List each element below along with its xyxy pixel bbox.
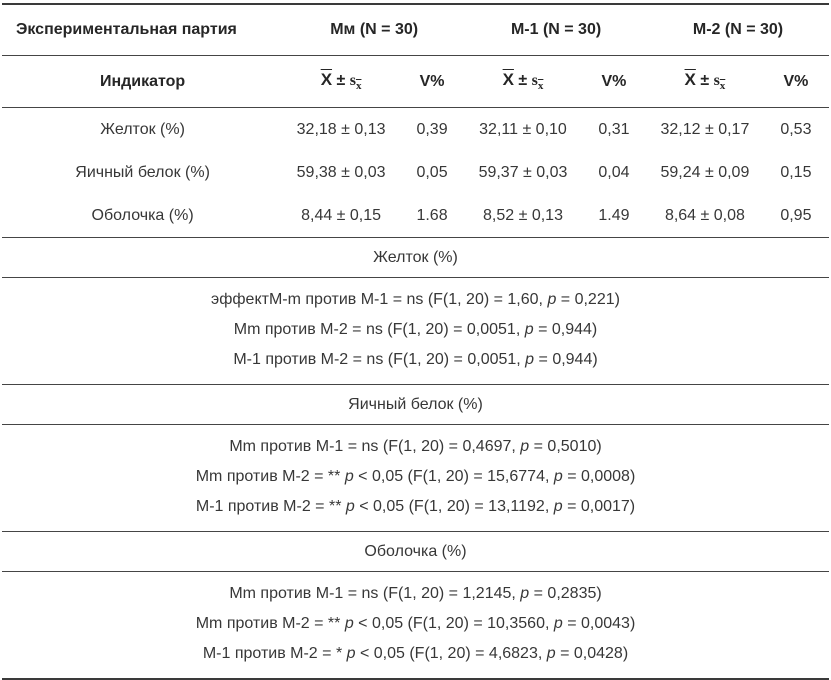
- indicator-header: Индикатор: [2, 55, 284, 108]
- group-header-mm: Мм (N = 30): [283, 4, 466, 56]
- mean-sd-header-m1: X ± sx: [465, 55, 581, 108]
- row-label: Желток (%): [100, 120, 185, 138]
- cell-mean-m2: 59,24 ± 0,09: [660, 163, 750, 181]
- xbar-symbol: X: [502, 70, 514, 90]
- section-body-egg-white: Mm против М-1 = ns (F(1, 20) = 0,4697, p…: [2, 424, 829, 532]
- plus-minus-symbol: ±: [336, 72, 346, 90]
- cell-v-m2: 0,15: [780, 163, 812, 181]
- xbar-subscript: x: [719, 80, 726, 93]
- s-symbol: s: [349, 72, 356, 90]
- group-header-row: Экспериментальная партия Мм (N = 30) М-1…: [2, 4, 829, 56]
- group-header-m2: М-2 (N = 30): [647, 4, 829, 56]
- cell-mean-mm: 8,44 ± 0,15: [283, 194, 399, 238]
- v-percent-header-mm: V%: [398, 55, 466, 108]
- cell-v-m1: 1.49: [580, 194, 648, 238]
- stat-comparison-line: Mm против М-2 = ** p < 0,05 (F(1, 20) = …: [195, 615, 636, 632]
- v-percent-header-m2: V%: [762, 55, 829, 108]
- section-body-shell: Mm против М-1 = ns (F(1, 20) = 1,2145, p…: [2, 572, 829, 680]
- section-title-egg-white: Яичный белок (%): [2, 384, 829, 425]
- cell-mean-mm: 32,18 ± 0,13: [296, 120, 386, 138]
- cell-mean-m1: 32,11 ± 0,10: [479, 120, 567, 138]
- stat-comparison-line: Mm против М-2 = ** p < 0,05 (F(1, 20) = …: [195, 468, 636, 485]
- table-row-egg-white: Яичный белок (%) 59,38 ± 0,03 0,05 59,37…: [2, 151, 829, 194]
- section-body-yolk: эффектМ-m против М-1 = ns (F(1, 20) = 1,…: [2, 277, 829, 385]
- section-title-text: Яичный белок (%): [2, 384, 829, 425]
- egg-composition-stats-table: Экспериментальная партия Мм (N = 30) М-1…: [2, 3, 829, 680]
- stat-comparison-line: Mm против М-1 = ns (F(1, 20) = 1,2145, p…: [229, 585, 602, 602]
- plus-minus-symbol: ±: [518, 72, 528, 90]
- stat-comparison-line: М-1 против М-2 = ** p < 0,05 (F(1, 20) =…: [195, 498, 636, 515]
- row-label: Оболочка (%): [2, 194, 284, 238]
- cell-v-mm: 0,05: [416, 163, 448, 181]
- section-title-yolk: Желток (%): [2, 237, 829, 278]
- experimental-batch-header: Экспериментальная партия: [2, 4, 284, 56]
- sub-header-row: Индикатор X ± sx V% X ± sx V% X ± sx V%: [2, 55, 829, 108]
- plus-minus-symbol: ±: [700, 72, 710, 90]
- s-symbol: s: [531, 72, 538, 90]
- stat-comparison-line: М-1 против М-2 = * p < 0,05 (F(1, 20) = …: [202, 645, 629, 662]
- mean-sd-header-m2: X ± sx: [647, 55, 763, 108]
- section-title-text: Желток (%): [2, 237, 829, 278]
- section-title-shell: Оболочка (%): [2, 531, 829, 572]
- cell-mean-m1: 8,52 ± 0,13: [465, 194, 581, 238]
- s-symbol: s: [713, 72, 720, 90]
- cell-v-m1: 0,04: [598, 163, 630, 181]
- xbar-symbol: X: [320, 70, 333, 90]
- table-row-yolk: Желток (%) 32,18 ± 0,13 0,39 32,11 ± 0,1…: [2, 108, 829, 152]
- xbar-subscript: x: [355, 80, 362, 93]
- table-row-shell: Оболочка (%) 8,44 ± 0,15 1.68 8,52 ± 0,1…: [2, 194, 829, 238]
- v-percent-header-m1: V%: [580, 55, 648, 108]
- cell-v-m2: 0,53: [780, 120, 812, 138]
- cell-v-mm: 1.68: [398, 194, 466, 238]
- cell-v-m2: 0,95: [762, 194, 829, 238]
- xbar-symbol: X: [684, 70, 696, 90]
- stat-comparison-line: Mm против М-1 = ns (F(1, 20) = 0,4697, p…: [229, 438, 602, 455]
- cell-mean-mm: 59,38 ± 0,03: [296, 163, 386, 181]
- mean-sd-header-mm: X ± sx: [283, 55, 399, 108]
- cell-mean-m2: 8,64 ± 0,08: [647, 194, 763, 238]
- stat-comparison-line: эффектМ-m против М-1 = ns (F(1, 20) = 1,…: [211, 291, 620, 308]
- stat-comparison-line: Mm против М-2 = ns (F(1, 20) = 0,0051, p…: [233, 321, 598, 338]
- cell-mean-m2: 32,12 ± 0,17: [660, 120, 750, 138]
- cell-v-mm: 0,39: [416, 120, 448, 138]
- stat-comparison-line: М-1 против М-2 = ns (F(1, 20) = 0,0051, …: [233, 351, 598, 368]
- row-label: Яичный белок (%): [75, 163, 210, 181]
- group-header-m1: М-1 (N = 30): [465, 4, 648, 56]
- xbar-subscript: x: [537, 80, 544, 93]
- cell-mean-m1: 59,37 ± 0,03: [478, 163, 568, 181]
- section-title-text: Оболочка (%): [2, 531, 829, 572]
- cell-v-m1: 0,31: [598, 120, 630, 138]
